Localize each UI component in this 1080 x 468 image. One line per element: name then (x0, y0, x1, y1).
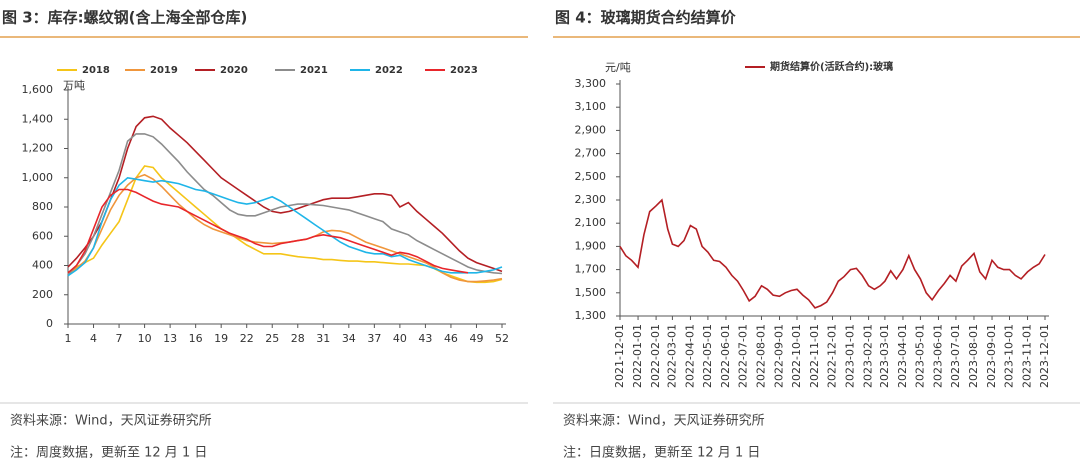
legend-label: 2021 (300, 65, 328, 76)
y-unit: 元/吨 (605, 61, 631, 74)
series-line (67, 188, 469, 274)
x-tick-label: 2022-01-01 (631, 324, 644, 388)
y-tick-label: 2,100 (575, 216, 607, 229)
x-tick-label: 43 (418, 332, 432, 345)
source: 资料来源：Wind，天风证券研究所 (10, 413, 212, 429)
y-tick-label: 1,200 (22, 142, 54, 155)
x-tick-label: 37 (367, 332, 381, 345)
x-tick-label: 34 (342, 332, 356, 345)
series-line (67, 133, 503, 275)
x-tick-label: 2022-08-01 (754, 324, 767, 388)
legend-label: 期货结算价(活跃合约):玻璃 (770, 60, 893, 73)
x-tick-label: 31 (316, 332, 330, 345)
y-tick-label: 0 (46, 317, 53, 330)
legend-label: 2018 (82, 65, 110, 76)
y-tick-label: 1,300 (575, 309, 607, 322)
note: 注：日度数据，更新至 12 月 1 日 (563, 445, 760, 461)
legend-label: 2019 (150, 65, 178, 76)
x-tick-label: 49 (469, 332, 483, 345)
y-tick-label: 1,700 (575, 263, 607, 276)
y-tick-label: 3,300 (575, 77, 607, 90)
y-tick-label: 1,500 (575, 286, 607, 299)
y-tick-label: 2,700 (575, 147, 607, 160)
x-tick-label: 2023-10-01 (1002, 324, 1015, 388)
x-tick-label: 2023-04-01 (896, 324, 909, 388)
x-tick-label: 52 (495, 332, 509, 345)
y-tick-label: 800 (32, 200, 53, 213)
series-line (67, 115, 503, 273)
x-tick-label: 2022-04-01 (683, 324, 696, 388)
y-tick-label: 1,400 (22, 112, 54, 125)
legend-label: 2023 (450, 65, 478, 76)
legend-label: 2020 (220, 65, 248, 76)
x-tick-label: 2022-06-01 (719, 324, 732, 388)
series-line (619, 198, 1046, 309)
x-tick-label: 2023-05-01 (913, 324, 926, 388)
legend-label: 2022 (375, 65, 403, 76)
x-tick-label: 13 (163, 332, 177, 345)
x-tick-label: 28 (291, 332, 305, 345)
x-tick-label: 2021-12-01 (613, 324, 626, 388)
x-tick-label: 2022-11-01 (808, 324, 821, 388)
x-tick-label: 2023-02-01 (862, 324, 875, 388)
x-tick-label: 22 (240, 332, 254, 345)
x-tick-label: 16 (189, 332, 203, 345)
x-tick-label: 46 (444, 332, 458, 345)
y-tick-label: 200 (32, 288, 53, 301)
x-tick-label: 2023-09-01 (985, 324, 998, 388)
chart-title: 图 3：库存:螺纹钢(含上海全部仓库) (2, 9, 247, 27)
y-tick-label: 2,900 (575, 123, 607, 136)
y-tick-label: 400 (32, 259, 53, 272)
x-tick-label: 40 (393, 332, 407, 345)
note: 注：周度数据，更新至 12 月 1 日 (10, 445, 207, 461)
x-tick-label: 2022-09-01 (773, 324, 786, 388)
y-tick-label: 1,000 (22, 171, 54, 184)
y-tick-label: 1,600 (22, 83, 54, 96)
x-tick-label: 2023-08-01 (967, 324, 980, 388)
x-tick-label: 2022-12-01 (826, 324, 839, 388)
x-tick-label: 2022-05-01 (701, 324, 714, 388)
x-tick-label: 2023-11-01 (1021, 324, 1034, 388)
series-line (67, 165, 503, 284)
x-tick-label: 2022-10-01 (790, 324, 803, 388)
y-tick-label: 2,500 (575, 170, 607, 183)
x-tick-label: 4 (90, 332, 97, 345)
source: 资料来源：Wind，天风证券研究所 (563, 413, 765, 429)
x-tick-label: 2023-01-01 (844, 324, 857, 388)
x-tick-label: 2022-03-01 (665, 324, 678, 388)
x-tick-label: 2023-06-01 (931, 324, 944, 388)
series-line (67, 176, 503, 277)
y-tick-label: 3,100 (575, 100, 607, 113)
x-tick-label: 1 (65, 332, 72, 345)
y-tick-label: 600 (32, 229, 53, 242)
chart-title: 图 4：玻璃期货合约结算价 (555, 9, 737, 27)
x-tick-label: 2023-07-01 (949, 324, 962, 388)
x-tick-label: 2022-02-01 (649, 324, 662, 388)
x-tick-label: 2023-03-01 (878, 324, 891, 388)
x-tick-label: 2023-12-01 (1038, 324, 1051, 388)
x-tick-label: 10 (138, 332, 152, 345)
x-tick-label: 2022-07-01 (736, 324, 749, 388)
y-tick-label: 2,300 (575, 193, 607, 206)
x-tick-label: 25 (265, 332, 279, 345)
x-tick-label: 7 (116, 332, 123, 345)
y-tick-label: 1,900 (575, 239, 607, 252)
x-tick-label: 19 (214, 332, 228, 345)
